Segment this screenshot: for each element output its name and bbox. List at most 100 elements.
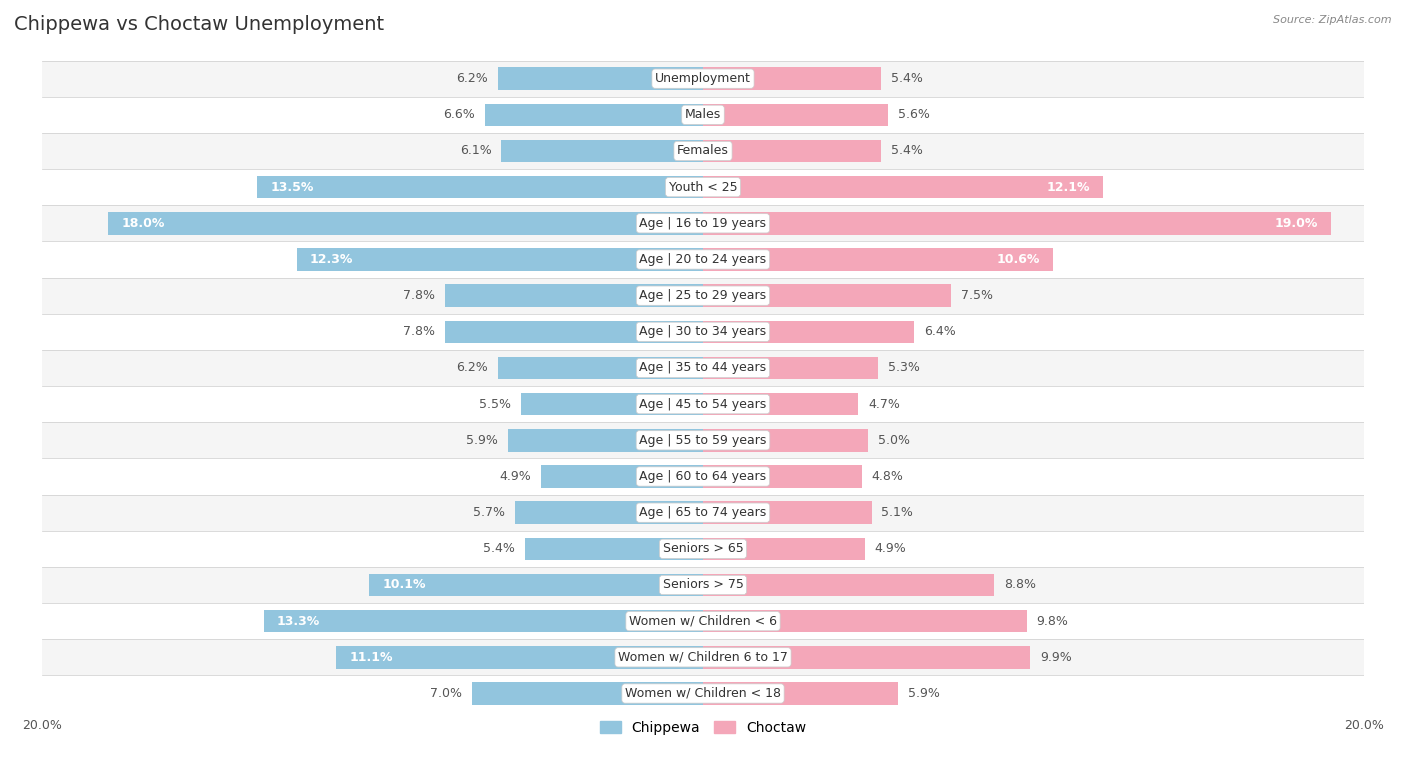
Bar [485, 104, 703, 126]
Bar [42, 350, 1364, 386]
Text: 5.6%: 5.6% [898, 108, 929, 121]
Text: 5.0%: 5.0% [879, 434, 910, 447]
Text: 5.9%: 5.9% [908, 687, 939, 700]
Bar [257, 176, 703, 198]
Bar [108, 212, 703, 235]
Text: 5.5%: 5.5% [479, 397, 512, 410]
Text: Age | 65 to 74 years: Age | 65 to 74 years [640, 506, 766, 519]
Bar [703, 610, 1026, 632]
Text: Age | 55 to 59 years: Age | 55 to 59 years [640, 434, 766, 447]
Bar [370, 574, 703, 597]
Text: Unemployment: Unemployment [655, 72, 751, 85]
Bar [703, 646, 1031, 668]
Bar [703, 67, 882, 90]
Bar [42, 386, 1364, 422]
Text: 6.2%: 6.2% [457, 72, 488, 85]
Text: 12.3%: 12.3% [309, 253, 353, 266]
Text: Women w/ Children 6 to 17: Women w/ Children 6 to 17 [619, 651, 787, 664]
Text: 4.8%: 4.8% [872, 470, 904, 483]
Bar [446, 321, 703, 343]
Text: 6.1%: 6.1% [460, 145, 492, 157]
Text: 6.6%: 6.6% [443, 108, 475, 121]
Bar [42, 133, 1364, 169]
Bar [42, 205, 1364, 241]
Bar [703, 248, 1053, 271]
Text: 5.4%: 5.4% [891, 72, 924, 85]
Bar [42, 567, 1364, 603]
Bar [42, 313, 1364, 350]
Text: 7.5%: 7.5% [960, 289, 993, 302]
Text: 5.4%: 5.4% [482, 542, 515, 556]
Text: 4.7%: 4.7% [868, 397, 900, 410]
Text: Chippewa vs Choctaw Unemployment: Chippewa vs Choctaw Unemployment [14, 15, 384, 34]
Bar [703, 537, 865, 560]
Bar [524, 537, 703, 560]
Bar [703, 104, 889, 126]
Text: Youth < 25: Youth < 25 [669, 181, 737, 194]
Bar [703, 682, 898, 705]
Text: 10.1%: 10.1% [382, 578, 426, 591]
Bar [541, 466, 703, 488]
Text: 5.1%: 5.1% [882, 506, 914, 519]
Bar [42, 639, 1364, 675]
Text: Age | 30 to 34 years: Age | 30 to 34 years [640, 326, 766, 338]
Text: Age | 25 to 29 years: Age | 25 to 29 years [640, 289, 766, 302]
Bar [42, 422, 1364, 459]
Text: 5.4%: 5.4% [891, 145, 924, 157]
Bar [703, 212, 1330, 235]
Text: 5.9%: 5.9% [467, 434, 498, 447]
Text: Source: ZipAtlas.com: Source: ZipAtlas.com [1274, 15, 1392, 25]
Bar [703, 429, 868, 451]
Text: 7.8%: 7.8% [404, 326, 436, 338]
Bar [42, 61, 1364, 97]
Text: 8.8%: 8.8% [1004, 578, 1036, 591]
Bar [498, 357, 703, 379]
Bar [703, 140, 882, 162]
Bar [703, 321, 914, 343]
Bar [263, 610, 703, 632]
Text: Females: Females [678, 145, 728, 157]
Bar [522, 393, 703, 416]
Text: Seniors > 65: Seniors > 65 [662, 542, 744, 556]
Bar [42, 241, 1364, 278]
Text: 4.9%: 4.9% [875, 542, 907, 556]
Text: 10.6%: 10.6% [997, 253, 1040, 266]
Text: 9.8%: 9.8% [1036, 615, 1069, 628]
Text: 11.1%: 11.1% [350, 651, 392, 664]
Text: 7.0%: 7.0% [430, 687, 461, 700]
Bar [42, 97, 1364, 133]
Bar [703, 501, 872, 524]
Text: 4.9%: 4.9% [499, 470, 531, 483]
Text: Age | 35 to 44 years: Age | 35 to 44 years [640, 362, 766, 375]
Text: Seniors > 75: Seniors > 75 [662, 578, 744, 591]
Bar [42, 494, 1364, 531]
Bar [703, 393, 858, 416]
Bar [336, 646, 703, 668]
Bar [703, 285, 950, 307]
Bar [297, 248, 703, 271]
Text: Males: Males [685, 108, 721, 121]
Bar [42, 531, 1364, 567]
Bar [446, 285, 703, 307]
Text: Age | 60 to 64 years: Age | 60 to 64 years [640, 470, 766, 483]
Bar [42, 603, 1364, 639]
Bar [703, 574, 994, 597]
Text: 9.9%: 9.9% [1040, 651, 1071, 664]
Bar [42, 675, 1364, 712]
Bar [42, 169, 1364, 205]
Text: Women w/ Children < 6: Women w/ Children < 6 [628, 615, 778, 628]
Bar [703, 466, 862, 488]
Text: 6.4%: 6.4% [924, 326, 956, 338]
Text: Women w/ Children < 18: Women w/ Children < 18 [626, 687, 780, 700]
Legend: Chippewa, Choctaw: Chippewa, Choctaw [595, 715, 811, 740]
Text: 7.8%: 7.8% [404, 289, 436, 302]
Text: 13.3%: 13.3% [277, 615, 321, 628]
Bar [498, 67, 703, 90]
Text: Age | 20 to 24 years: Age | 20 to 24 years [640, 253, 766, 266]
Text: 5.3%: 5.3% [889, 362, 920, 375]
Text: Age | 16 to 19 years: Age | 16 to 19 years [640, 217, 766, 230]
Text: 13.5%: 13.5% [270, 181, 314, 194]
Bar [42, 278, 1364, 313]
Bar [471, 682, 703, 705]
Text: 18.0%: 18.0% [121, 217, 165, 230]
